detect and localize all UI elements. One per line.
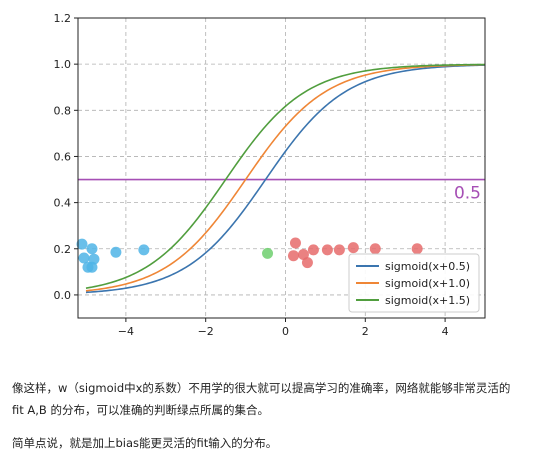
threshold-group: 0.5	[78, 178, 485, 204]
scatter-point	[86, 261, 98, 273]
scatter-point	[369, 243, 381, 255]
scatter-point	[262, 247, 274, 259]
y-tick-label: 0.4	[54, 197, 72, 210]
scatter-point	[333, 244, 345, 256]
scatter-point	[301, 257, 313, 269]
legend-label: sigmoid(x+1.5)	[385, 294, 470, 307]
paragraph-1-line-2: fit A,B 的分布，可以准确的判断绿点所属的集合。	[12, 403, 269, 417]
series-line	[85, 63, 486, 289]
plot-frame	[77, 17, 486, 319]
legend-label: sigmoid(x+1.0)	[385, 277, 470, 290]
scatter-point	[110, 246, 122, 258]
scatter-points	[76, 237, 423, 273]
y-axis: 0.0 0.2 0.4 0.6 0.8 1.0 1.2	[54, 12, 78, 302]
scatter-point	[307, 244, 319, 256]
x-tick-label: −4	[118, 325, 134, 338]
scatter-point	[86, 243, 98, 255]
legend-box	[348, 253, 480, 313]
scatter-point	[321, 244, 333, 256]
scatter-point	[138, 244, 150, 256]
y-tick-label: 0.6	[54, 150, 72, 163]
scatter-point	[347, 242, 359, 254]
scatter-point	[289, 237, 301, 249]
y-tick-label: 1.0	[54, 58, 72, 71]
paragraph-1: 像这样，w（sigmoid中x的系数）不用学的很大就可以提高学习的准确率，网络就…	[12, 377, 534, 421]
paragraph-1-line-1: 像这样，w（sigmoid中x的系数）不用学的很大就可以提高学习的准确率，网络就…	[12, 381, 511, 395]
scatter-point	[287, 250, 299, 262]
y-tick-label: 0.0	[54, 289, 72, 302]
legend: sigmoid(x+0.5) sigmoid(x+1.0) sigmoid(x+1.…	[348, 253, 480, 313]
x-axis: −4 −2 0 2 4	[118, 318, 449, 338]
legend-label: sigmoid(x+0.5)	[385, 260, 470, 273]
x-tick-label: −2	[198, 325, 214, 338]
paragraph-2: 简单点说，就是加上bias能更灵活的fit输入的分布。	[12, 436, 278, 450]
series-line	[85, 64, 486, 294]
y-tick-label: 0.2	[54, 243, 72, 256]
threshold-label: 0.5	[454, 184, 481, 204]
sigmoid-chart: 0.5 −4 −2 0 2 4 0.0 0.2 0.4 0.6 0.8 1.0 1.2 sigmoi…	[54, 12, 486, 338]
x-tick-label: 2	[362, 325, 369, 338]
series-line	[85, 63, 486, 292]
y-tick-label: 1.2	[54, 12, 72, 25]
scatter-point	[411, 243, 423, 255]
y-tick-label: 0.8	[54, 104, 72, 117]
x-tick-label: 0	[282, 325, 289, 338]
scatter-point	[78, 252, 90, 264]
scatter-point	[76, 238, 88, 250]
x-tick-label: 4	[442, 325, 449, 338]
curves	[85, 63, 486, 294]
